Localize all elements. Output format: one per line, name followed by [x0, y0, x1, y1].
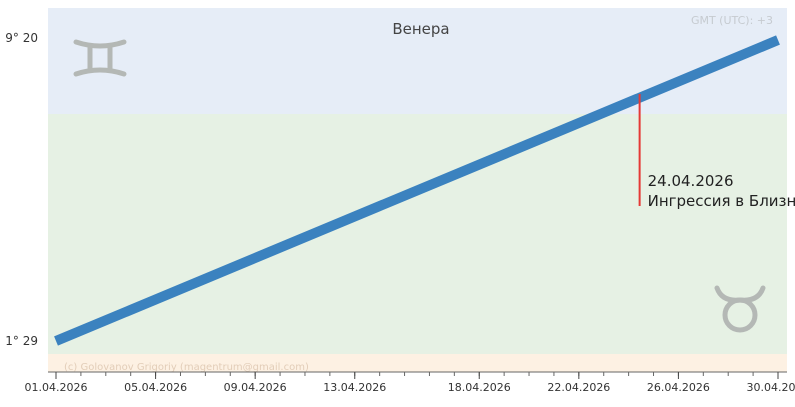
y-tick-bottom: 1° 29 — [5, 334, 38, 348]
x-tick-label: 30.04.2026 — [747, 381, 795, 394]
timezone-label: GMT (UTC): +3 — [691, 14, 773, 27]
zone-gemini — [48, 8, 787, 114]
event-date: 24.04.2026 — [648, 172, 734, 190]
zone-aries — [48, 354, 787, 372]
chart-title: Венера — [392, 20, 449, 38]
x-tick-label: 18.04.2026 — [448, 381, 511, 394]
series-line — [54, 35, 780, 346]
x-tick-label: 09.04.2026 — [224, 381, 287, 394]
x-tick-label: 13.04.2026 — [323, 381, 386, 394]
zone-taurus — [48, 114, 787, 354]
x-tick-label: 05.04.2026 — [124, 381, 187, 394]
y-tick-top: 9° 20 — [5, 31, 38, 45]
copyright: (c) Golovanov Grigoriy (magentrum@gmail.… — [64, 362, 309, 373]
event-label: Ингрессия в Близнецы — [648, 192, 795, 210]
x-tick-label: 22.04.2026 — [547, 381, 610, 394]
x-tick-label: 01.04.2026 — [25, 381, 88, 394]
taurus-icon — [714, 285, 766, 333]
x-axis-labels: 01.04.2026 05.04.2026 09.04.2026 13.04.2026… — [25, 372, 795, 394]
gemini-icon — [73, 39, 127, 77]
x-tick-label: 26.04.2026 — [647, 381, 710, 394]
